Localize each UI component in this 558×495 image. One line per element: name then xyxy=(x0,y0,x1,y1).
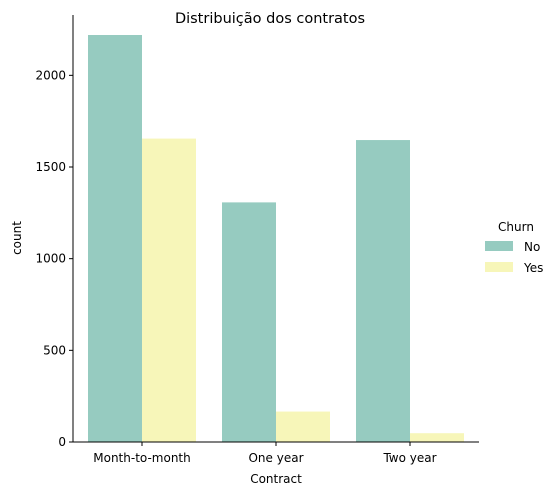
x-tick-label: One year xyxy=(248,451,303,465)
y-axis-label: count xyxy=(10,221,24,255)
bar-month-to-month-yes xyxy=(142,138,196,443)
legend-label-no: No xyxy=(524,240,540,254)
chart-title: Distribuição dos contratos xyxy=(175,11,365,27)
bar-two-year-no xyxy=(356,140,410,443)
legend-swatch-yes xyxy=(485,262,513,272)
y-tick-label: 0 xyxy=(58,435,66,449)
bar-one-year-yes xyxy=(276,411,330,442)
y-axis-ticks: 0 500 1000 1500 2000 xyxy=(35,68,73,449)
bar-two-year-yes xyxy=(410,433,464,442)
legend-swatch-no xyxy=(485,241,513,251)
bars-group xyxy=(88,35,464,443)
y-tick-label: 500 xyxy=(43,343,66,357)
x-tick-label: Two year xyxy=(382,451,436,465)
legend-label-yes: Yes xyxy=(523,261,543,275)
bar-month-to-month-no xyxy=(88,35,142,442)
y-tick-label: 2000 xyxy=(35,68,66,82)
legend-title: Churn xyxy=(498,220,534,234)
y-tick-label: 1500 xyxy=(35,160,66,174)
bar-one-year-no xyxy=(222,202,276,442)
x-axis-ticks: Month-to-month One year Two year xyxy=(93,442,437,465)
x-axis-label: Contract xyxy=(250,472,302,486)
y-tick-label: 1000 xyxy=(35,252,66,266)
legend: Churn No Yes xyxy=(485,220,543,275)
x-tick-label: Month-to-month xyxy=(93,451,191,465)
